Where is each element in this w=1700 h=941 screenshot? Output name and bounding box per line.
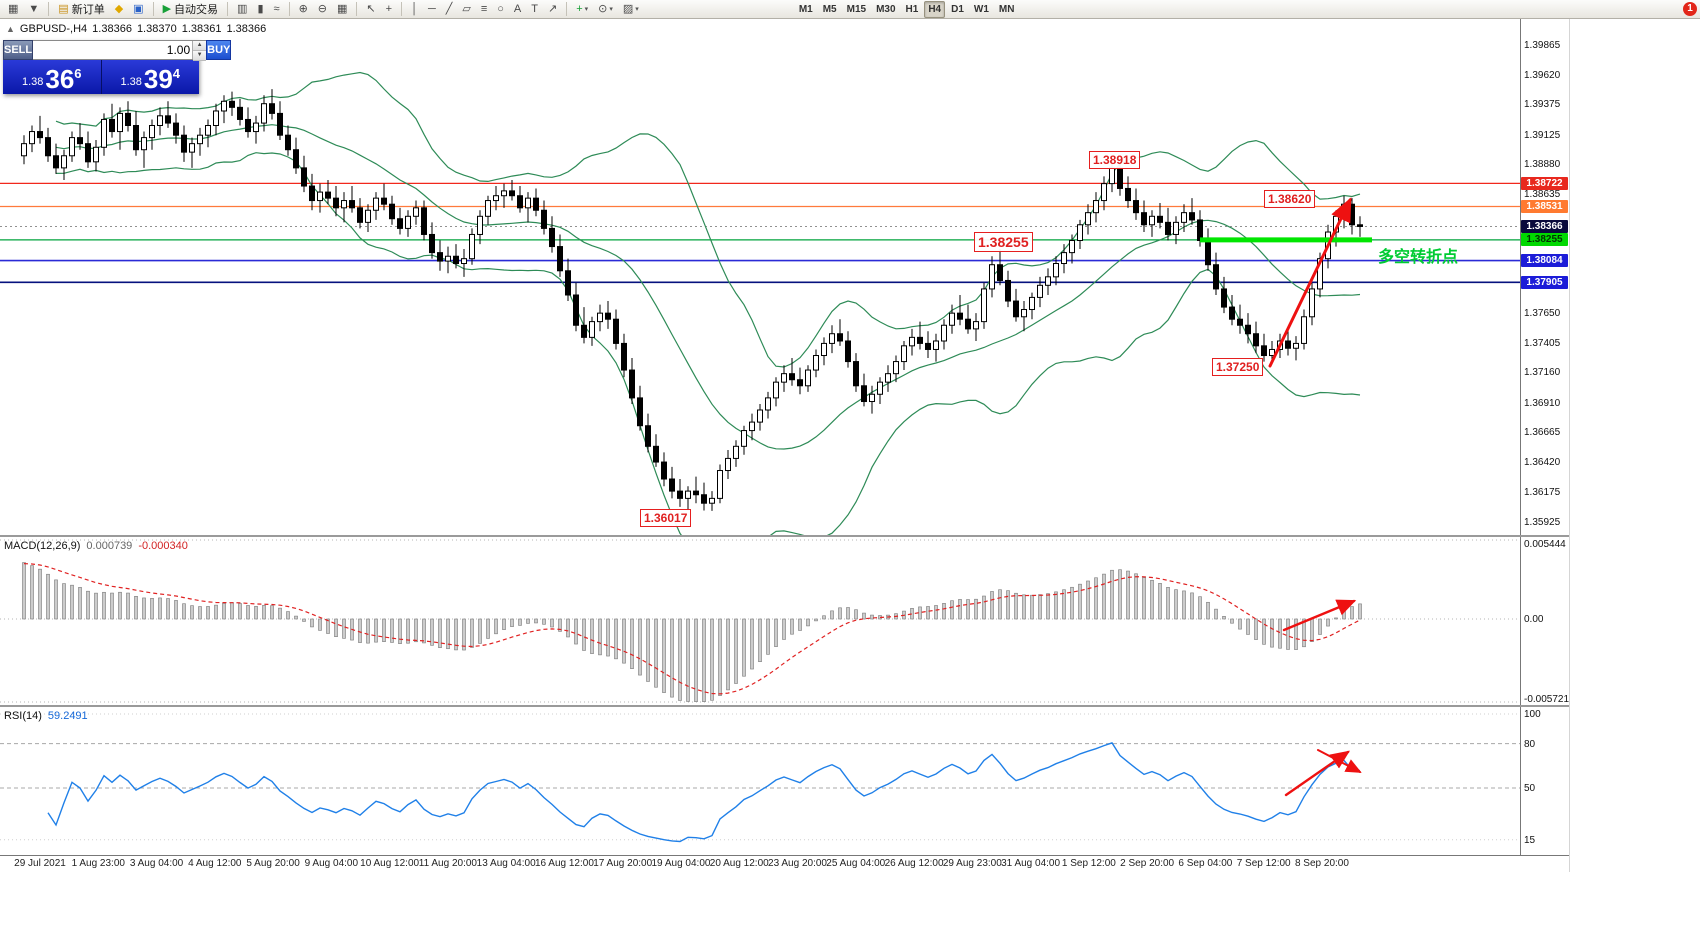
rsi-label: RSI(14) 59.2491 — [4, 710, 88, 722]
macd-label: MACD(12,26,9) 0.000739 -0.000340 — [4, 540, 188, 552]
toolbar-separator — [48, 2, 50, 16]
one-click-trading-widget: SELL ▲ ▼ BUY 1.38 36 6 1.38 39 4 — [3, 40, 232, 94]
panel-divider-rsi[interactable] — [0, 705, 1569, 707]
trend-arrow — [1284, 750, 1350, 797]
shapes-button[interactable]: ○ — [497, 2, 504, 15]
volume-spinner-down[interactable]: ▼ — [193, 51, 207, 61]
bid-price[interactable]: 1.38 36 6 — [3, 60, 102, 94]
rsi-grid — [0, 713, 1520, 841]
macd-value: 0.000739 — [86, 540, 133, 552]
candle-chart-button[interactable]: ▮ — [257, 2, 264, 15]
panel-divider-macd[interactable] — [0, 535, 1569, 537]
macd-chart[interactable] — [0, 537, 1520, 705]
channel-button[interactable]: ▱ — [462, 2, 471, 15]
chart-icon: ▲ — [6, 24, 15, 34]
market-button[interactable]: ▣ — [133, 2, 144, 15]
trendline-button[interactable]: ╱ — [445, 2, 453, 15]
rsi-line — [47, 742, 1361, 843]
macd-name: MACD(12,26,9) — [4, 540, 81, 552]
rsi-value: 59.2491 — [47, 710, 88, 722]
indicators-button[interactable]: + ▾ — [576, 2, 589, 15]
volume-spinner: ▲ ▼ — [192, 41, 207, 61]
timeframe-mn[interactable]: MN — [998, 3, 1015, 15]
toolbar-separator — [566, 2, 568, 16]
volume-spinner-up[interactable]: ▲ — [193, 41, 207, 51]
ask-price[interactable]: 1.38 39 4 — [102, 60, 200, 94]
cursor-button[interactable]: ↖ — [366, 2, 376, 15]
timeframe-h4[interactable]: H4 — [924, 0, 946, 18]
fibonacci-button[interactable]: ≡ — [480, 2, 488, 15]
ask-pipette: 4 — [172, 66, 181, 81]
timeframe-d1[interactable]: D1 — [951, 3, 964, 15]
time-axis[interactable] — [0, 855, 1569, 872]
timeframe-m15[interactable]: M15 — [846, 3, 867, 15]
window-edge — [1569, 19, 1570, 872]
ask-prefix: 1.38 — [120, 76, 142, 88]
toolbar: ▦ ▼ ▤ 新订单 ◆ ▣ ▶ 自动交易 ▥ ▮ ≈ ⊕ ⊖ ▦ ↖ + │ ─ ╱ ▱ ≡ ○ A T ↗ + ▾ ⊙ ▾ ▨ ▾ M1 M5… — [0, 0, 1700, 19]
close-value: 1.38366 — [226, 23, 267, 35]
timeframe-m30[interactable]: M30 — [876, 3, 896, 15]
candles-layer — [21, 89, 1363, 511]
bid-big-digits: 36 — [45, 64, 75, 94]
price-scale[interactable] — [1520, 19, 1569, 855]
toolbar-items: ▦ ▼ ▤ 新订单 ◆ ▣ ▶ 自动交易 ▥ ▮ ≈ ⊕ ⊖ ▦ ↖ + │ ─ ╱ ▱ ≡ ○ A T ↗ + ▾ ⊙ ▾ ▨ ▾ M1 M5… — [3, 0, 1019, 18]
profiles-button[interactable]: ▼ — [28, 2, 40, 15]
buy-button[interactable]: BUY — [206, 40, 232, 60]
autotrading-button[interactable]: ▶ 自动交易 — [162, 2, 219, 16]
rsi-name: RSI(14) — [4, 710, 42, 722]
zoom-out-button[interactable]: ⊖ — [317, 2, 327, 15]
macd-histogram — [22, 562, 1362, 702]
main-chart[interactable] — [0, 19, 1520, 536]
high-value: 1.38370 — [136, 23, 177, 35]
notification-badge[interactable]: 1 — [1683, 2, 1697, 16]
vertical-line-button[interactable]: │ — [411, 2, 418, 15]
ask-big-digits: 39 — [143, 64, 173, 94]
timeframe-w1[interactable]: W1 — [973, 3, 989, 15]
crosshair-button[interactable]: + — [385, 2, 393, 15]
templates-button[interactable]: ▨ ▾ — [622, 2, 639, 15]
horizontal-line-button[interactable]: ─ — [427, 2, 436, 15]
label-button[interactable]: T — [531, 2, 538, 15]
bid-pipette: 6 — [74, 66, 82, 81]
toolbar-separator — [227, 2, 229, 16]
volume-box: ▲ ▼ — [33, 40, 207, 61]
trend-arrow — [1317, 749, 1362, 773]
new-chart-button[interactable]: ▦ — [8, 2, 19, 15]
level-lines — [0, 182, 1520, 284]
symbol-period-label: GBPUSD-,H4 — [19, 23, 88, 35]
toolbar-separator — [152, 2, 154, 16]
timeframe-h1[interactable]: H1 — [905, 3, 919, 15]
toolbar-separator — [288, 2, 290, 16]
timeframe-m5[interactable]: M5 — [822, 3, 837, 15]
trend-arrow — [1268, 197, 1352, 368]
sell-button[interactable]: SELL — [3, 40, 34, 60]
toolbar-separator — [401, 2, 403, 16]
bid-prefix: 1.38 — [21, 76, 44, 88]
zoom-in-button[interactable]: ⊕ — [298, 2, 308, 15]
rsi-chart[interactable] — [0, 707, 1520, 855]
trend-arrow — [1282, 599, 1357, 632]
toolbar-separator — [356, 2, 358, 16]
ohlc-info: ▲ GBPUSD-,H4 1.38366 1.38370 1.38361 1.3… — [6, 23, 266, 35]
low-value: 1.38361 — [181, 23, 222, 35]
text-button[interactable]: A — [513, 2, 522, 15]
timeframe-m1[interactable]: M1 — [798, 3, 813, 15]
open-value: 1.38366 — [92, 23, 132, 35]
new-order-button[interactable]: ▤ 新订单 — [58, 2, 105, 16]
line-chart-button[interactable]: ≈ — [273, 2, 280, 15]
bar-chart-button[interactable]: ▥ — [237, 2, 248, 15]
macd-signal-line — [23, 563, 1361, 695]
volume-input[interactable] — [33, 41, 193, 59]
arrow-tool-button[interactable]: ↗ — [547, 2, 558, 15]
periods-button[interactable]: ⊙ ▾ — [598, 2, 613, 15]
tile-windows-button[interactable]: ▦ — [337, 2, 348, 15]
metaeditor-button[interactable]: ◆ — [114, 2, 124, 15]
macd-signal-value: -0.000340 — [138, 540, 188, 552]
bollinger-bands — [55, 71, 1361, 536]
